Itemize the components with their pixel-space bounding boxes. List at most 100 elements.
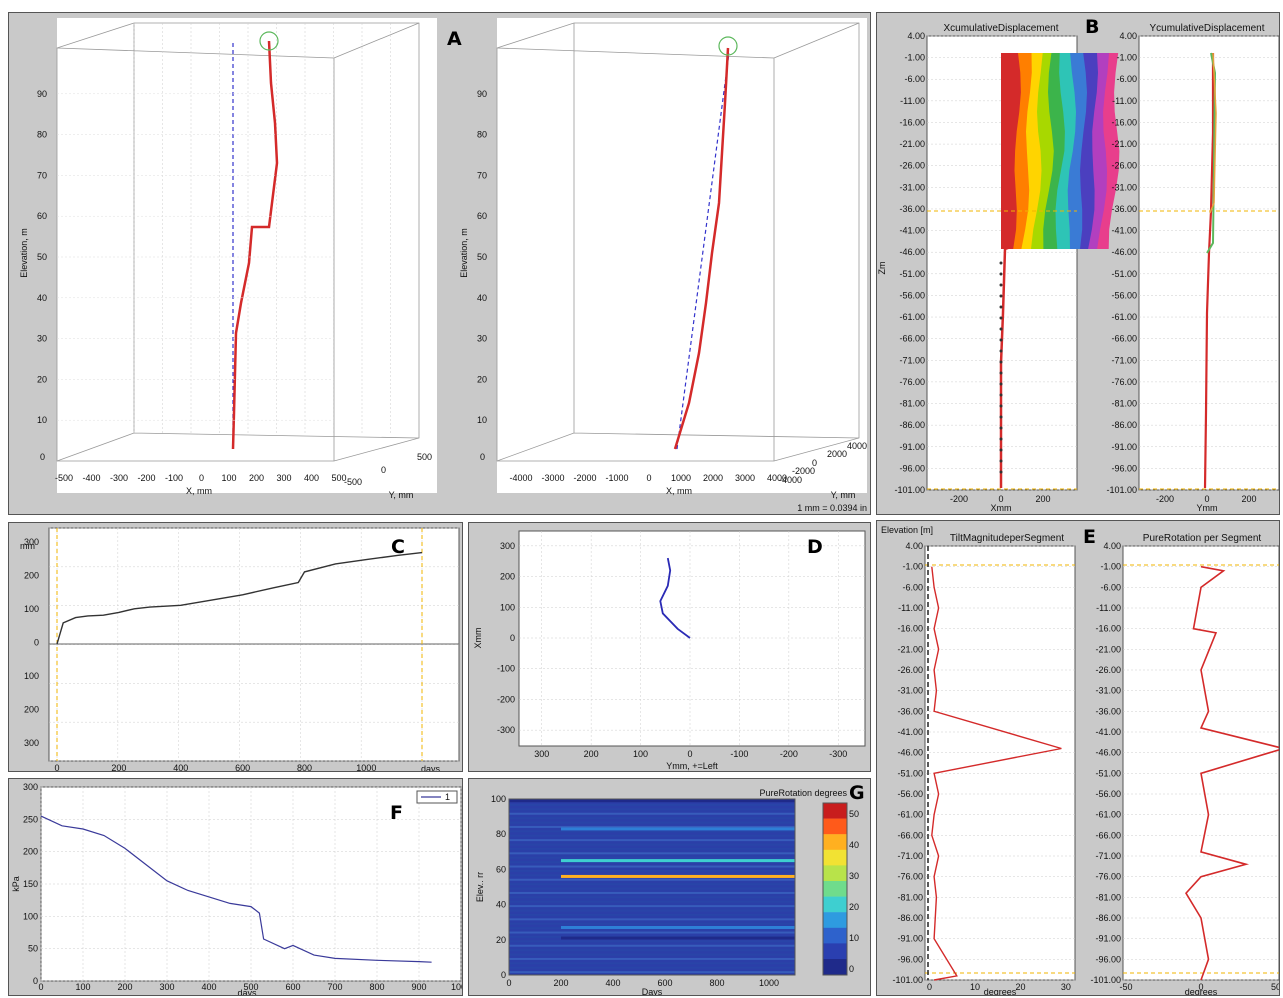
g-band [509, 799, 795, 803]
a-left-ztick: 20 [37, 374, 47, 384]
e-right-ytick: -26.00 [1095, 665, 1121, 675]
b-left-ytick: -26.00 [899, 161, 925, 171]
b-point [999, 294, 1003, 298]
e-left-axes [924, 545, 1076, 981]
b-left-ytick: -61.00 [899, 312, 925, 322]
b-left-ytick: -66.00 [899, 334, 925, 344]
e-left-ytick: -26.00 [897, 665, 923, 675]
b-right-ytick: -26.00 [1111, 161, 1137, 171]
e-left-ytick: -61.00 [897, 810, 923, 820]
g-xtick: 400 [605, 978, 620, 988]
g-ytick: 60 [496, 864, 506, 874]
g-xlabel: Days [642, 987, 663, 996]
c-xunit: days [421, 764, 441, 772]
b-left-xtick: 200 [1035, 494, 1050, 504]
b-right-xlabel: Ymm [1197, 503, 1218, 513]
a-right-ztick: 90 [477, 89, 487, 99]
c-ytick: 200 [24, 705, 39, 715]
g-ylabel: Elev.. rr [475, 872, 485, 902]
e-right-ytick: -56.00 [1095, 789, 1121, 799]
e-left-xtick: 20 [1015, 982, 1025, 992]
a-right-ztick: 80 [477, 130, 487, 140]
a-left-ztick: 70 [37, 170, 47, 180]
b-point [999, 393, 1003, 397]
e-right-ytick: -11.00 [1096, 603, 1121, 613]
a-right-trace [673, 47, 730, 450]
c-xtick: 1000 [356, 763, 376, 772]
e-left-ytick: -56.00 [897, 789, 923, 799]
b-point [999, 327, 1003, 331]
e-ylabel: Elevation [m] [881, 525, 933, 535]
e-left-xtick: 0 [927, 982, 932, 992]
d-ytick: 200 [500, 572, 515, 582]
b-point [999, 360, 1003, 364]
a-left-ztick: 80 [37, 130, 47, 140]
b-point [999, 261, 1003, 265]
g-cbar-tick: 0 [849, 964, 854, 974]
f-ytick: 300 [23, 782, 38, 792]
b-point [999, 448, 1003, 452]
e-left-ytick: -1.00 [902, 562, 923, 572]
e-left-ytick: -76.00 [897, 872, 923, 882]
e-right-ytick: -81.00 [1095, 892, 1121, 902]
b-left-ytick: -71.00 [899, 355, 925, 365]
b-point [999, 459, 1003, 463]
a-right-ylabel: Y, mm [831, 490, 856, 500]
panel-a-letter: A [447, 28, 462, 50]
a-left-trace [231, 40, 279, 450]
e-right-ytick: 4.00 [1103, 541, 1121, 551]
b-left-xtick: -200 [950, 494, 968, 504]
e-left-series [931, 566, 1062, 981]
b-left-ytick: -11.00 [900, 96, 925, 106]
b-right-title: YcumulativeDisplacement [1149, 23, 1264, 34]
a-right-ytick: 2000 [827, 449, 847, 459]
d-xtick: -300 [829, 749, 847, 759]
a-right-ztick: 30 [477, 334, 487, 344]
a-scale-note: 1 mm = 0.0394 in [797, 503, 867, 513]
b-left-xtick: 0 [998, 494, 1003, 504]
e-right-ytick: -71.00 [1095, 851, 1121, 861]
a-right-xtick: 2000 [703, 473, 723, 483]
e-right-ytick: -46.00 [1095, 748, 1121, 758]
b-left-ytick: -1.00 [904, 53, 925, 63]
c-ytick: 0 [34, 638, 39, 648]
b-left-ytick: -41.00 [899, 226, 925, 236]
a-right-xlabel: X, mm [666, 486, 692, 496]
c-ytick: 100 [24, 604, 39, 614]
e-left-ytick: -91.00 [897, 934, 923, 944]
a-right-xtick: 1000 [671, 473, 691, 483]
f-xtick: 900 [411, 982, 426, 992]
g-ytick: 20 [496, 935, 506, 945]
b-right-xtick: 0 [1204, 494, 1209, 504]
b-left-ytick: -46.00 [899, 247, 925, 257]
b-right-ytick: -31.00 [1111, 182, 1137, 192]
g-xtick: 200 [553, 978, 568, 988]
d-ytick: -100 [497, 664, 515, 674]
c-xtick: 200 [111, 763, 126, 772]
e-left-ytick: -71.00 [897, 851, 923, 861]
f-xtick: 1000 [451, 982, 463, 992]
e-right-xtick: 0 [1198, 982, 1203, 992]
panel-d-svg: D Xmm Ymm, +=Left 300 200 100 0 -100 -200 -300… [473, 530, 866, 771]
d-xtick: 200 [584, 749, 599, 759]
b-right-ytick: -101.00 [1106, 485, 1137, 495]
g-band [561, 827, 795, 831]
g-band [561, 874, 795, 878]
c-ytick: 300 [24, 738, 39, 748]
e-right-title: PureRotation per Segment [1143, 533, 1262, 544]
b-left-ytick: -51.00 [899, 269, 925, 279]
e-right-ytick: -31.00 [1095, 686, 1121, 696]
panel-a-left-plot: 0 10 20 30 40 50 60 70 80 90 -500 -400 -300 -200 -10… [19, 18, 437, 500]
b-right-ytick: -56.00 [1111, 290, 1137, 300]
g-xtick: 800 [709, 978, 724, 988]
e-left-ytick: -11.00 [898, 603, 923, 613]
panel-d-letter: D [807, 536, 823, 558]
f-xtick: 400 [201, 982, 216, 992]
a-left-ytick: 0 [381, 465, 386, 475]
e-left-ytick: -36.00 [897, 706, 923, 716]
f-ylabel: kPa [11, 876, 21, 892]
b-right-ytick: -91.00 [1111, 442, 1137, 452]
f-xlabel: days [237, 988, 257, 996]
a-right-ztick: 10 [477, 415, 487, 425]
c-yunit: mm [20, 541, 35, 551]
